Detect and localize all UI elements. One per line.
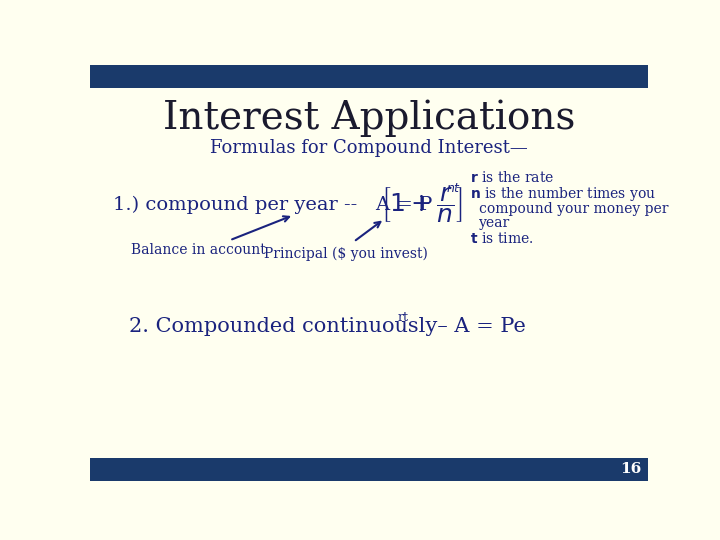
Text: Principal ($ you invest): Principal ($ you invest): [264, 246, 428, 261]
Text: $\left[ 1 + \dfrac{r}{n} \right]$: $\left[ 1 + \dfrac{r}{n} \right]$: [381, 185, 462, 225]
Text: Balance in account: Balance in account: [131, 242, 266, 256]
Text: $nt$: $nt$: [446, 181, 462, 194]
Bar: [90, 65, 648, 87]
Text: year: year: [479, 217, 510, 231]
Text: 2. Compounded continuously– A = Pe: 2. Compounded continuously– A = Pe: [129, 317, 526, 336]
Text: $\mathbf{n}$ is the number times you: $\mathbf{n}$ is the number times you: [469, 185, 656, 203]
Text: compound your money per: compound your money per: [479, 202, 669, 216]
Bar: [90, 458, 648, 481]
Text: 1.) compound per year --   A = P: 1.) compound per year -- A = P: [113, 196, 433, 214]
Text: 16: 16: [621, 462, 642, 476]
Text: Formulas for Compound Interest—: Formulas for Compound Interest—: [210, 139, 528, 157]
Text: rt: rt: [397, 311, 409, 324]
Text: $\mathbf{t}$ is time.: $\mathbf{t}$ is time.: [469, 231, 533, 246]
Text: $\mathbf{r}$ is the rate: $\mathbf{r}$ is the rate: [469, 171, 554, 186]
Text: Interest Applications: Interest Applications: [163, 100, 575, 138]
